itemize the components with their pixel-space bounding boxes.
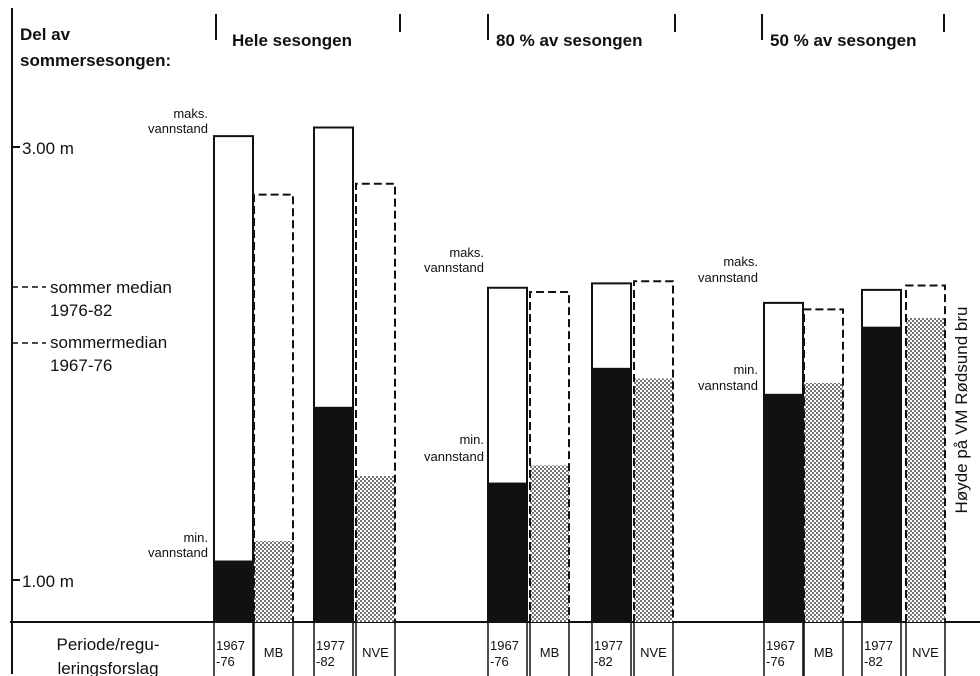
bar-outline-10 <box>861 288 902 622</box>
period-label-11: NVE <box>912 645 939 660</box>
bar-outline-1 <box>253 193 294 622</box>
ref-label-1967-76-line1: sommermedian <box>50 333 167 352</box>
min-label-1-line2: vannstand <box>148 545 208 560</box>
period-label-5: MB <box>540 645 560 660</box>
header-label-line2: sommersesongen: <box>20 51 171 70</box>
group-title-hele: Hele sesongen <box>232 31 352 50</box>
period-label-6-line1: 1977 <box>594 638 623 653</box>
bar-outline-4 <box>487 286 528 622</box>
tick-label-1m: 1.00 m <box>22 572 74 591</box>
min-label-1-line1: min. <box>183 530 208 545</box>
bar-outline-11 <box>905 284 946 622</box>
header-label-line1: Del av <box>20 25 71 44</box>
max-label-1-line2: vannstand <box>148 121 208 136</box>
period-label-7: NVE <box>640 645 667 660</box>
bar-fill-1 <box>254 541 293 622</box>
group-title-50: 50 % av sesongen <box>770 31 916 50</box>
tick-label-3m: 3.00 m <box>22 139 74 158</box>
period-label-4-line1: 1967 <box>490 638 519 653</box>
period-label-3: NVE <box>362 645 389 660</box>
max-label-1-line1: maks. <box>173 106 208 121</box>
bar-fill-4 <box>488 482 527 622</box>
max-label-2-line1: maks. <box>449 245 484 260</box>
row-label-line1: Periode/regu- <box>56 635 159 654</box>
bar-fill-10 <box>862 326 901 622</box>
bar-fill-2 <box>314 406 353 622</box>
bar-fill-7 <box>634 378 673 622</box>
bar-fill-6 <box>592 367 631 622</box>
min-label-3-line2: vannstand <box>698 378 758 393</box>
max-label-2-line2: vannstand <box>424 260 484 275</box>
period-label-6-line2: -82 <box>594 654 613 669</box>
period-label-9: MB <box>814 645 834 660</box>
period-label-4-line2: -76 <box>490 654 509 669</box>
period-label-2-line1: 1977 <box>316 638 345 653</box>
group-title-80: 80 % av sesongen <box>496 31 642 50</box>
period-label-10-line1: 1977 <box>864 638 893 653</box>
ref-label-1976-82-line1: sommer median <box>50 278 172 297</box>
row-label-line2: leringsforslag <box>57 659 158 676</box>
bar-outline-5 <box>529 291 570 622</box>
bar-outline-2 <box>313 126 354 622</box>
bar-outline-6 <box>591 282 632 622</box>
bar-outline-9 <box>803 308 844 622</box>
period-label-0-line2: -76 <box>216 654 235 669</box>
period-label-0-line1: 1967 <box>216 638 245 653</box>
period-label-8-line1: 1967 <box>766 638 795 653</box>
ref-label-1967-76-line2: 1967-76 <box>50 356 112 375</box>
max-label-3-line2: vannstand <box>698 270 758 285</box>
ref-label-1976-82-line2: 1976-82 <box>50 301 112 320</box>
side-label: Høyde på VM Rødsund bru <box>952 307 971 514</box>
bar-outline-3 <box>355 182 396 622</box>
max-label-3-line1: maks. <box>723 254 758 269</box>
period-label-10-line2: -82 <box>864 654 883 669</box>
bar-fill-9 <box>804 382 843 622</box>
period-label-1: MB <box>264 645 284 660</box>
bar-fill-8 <box>764 393 803 622</box>
period-label-2-line2: -82 <box>316 654 335 669</box>
bar-outline-0 <box>213 135 254 622</box>
bar-outline-7 <box>633 280 674 622</box>
min-label-2-line1: min. <box>459 432 484 447</box>
min-label-3-line1: min. <box>733 362 758 377</box>
min-label-2-line2: vannstand <box>424 449 484 464</box>
bar-fill-0 <box>214 560 253 622</box>
bar-fill-5 <box>530 465 569 622</box>
period-label-8-line2: -76 <box>766 654 785 669</box>
bar-fill-3 <box>356 476 395 622</box>
bar-fill-11 <box>906 318 945 622</box>
